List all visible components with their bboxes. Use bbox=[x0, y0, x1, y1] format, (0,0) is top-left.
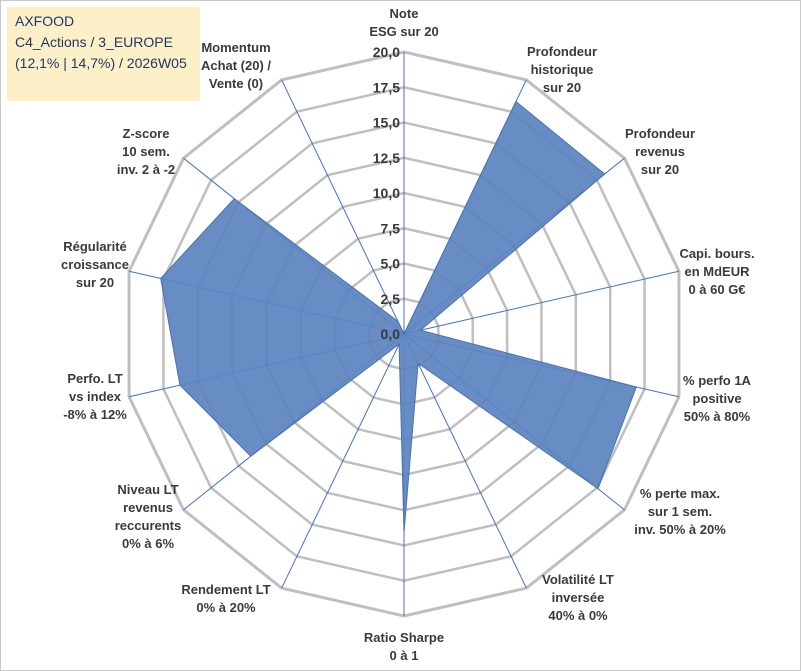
category-label: Perfo. LT vs index -8% à 12% bbox=[63, 371, 127, 422]
category-label-line: 0% à 6% bbox=[122, 536, 174, 551]
category-label-line: Niveau LT bbox=[117, 482, 178, 497]
category-label-line: 0 à 1 bbox=[390, 648, 419, 663]
category-label-line: sur 20 bbox=[641, 162, 679, 177]
category-label-line: 10 sem. bbox=[122, 144, 170, 159]
category-label: % perte max. sur 1 sem. inv. 50% à 20% bbox=[634, 486, 726, 537]
chart-title-box: AXFOOD C4_Actions / 3_EUROPE (12,1% | 14… bbox=[7, 7, 200, 101]
category-label-line: reccurents bbox=[115, 518, 181, 533]
category-label-line: Note bbox=[390, 6, 419, 21]
category-label-line: en MdEUR bbox=[685, 264, 751, 279]
category-label-line: Ratio Sharpe bbox=[364, 630, 444, 645]
category-label-line: inv. 2 à -2 bbox=[117, 162, 175, 177]
category-label-line: Perfo. LT bbox=[67, 371, 122, 386]
category-label-line: sur 1 sem. bbox=[648, 504, 712, 519]
axis-tick-label: 7,5 bbox=[381, 220, 401, 236]
spoke-line bbox=[403, 333, 527, 589]
axis-tick-label: 17,5 bbox=[373, 79, 400, 95]
category-label-line: 0% à 20% bbox=[196, 600, 256, 615]
category-label-line: 50% à 80% bbox=[684, 409, 751, 424]
category-label-line: sur 20 bbox=[543, 80, 581, 95]
category-label-line: -8% à 12% bbox=[63, 407, 127, 422]
category-label-line: Vente (0) bbox=[209, 76, 263, 91]
radar-tick-labels: 0,0 2,5 5,0 7,5 10,0 12,5 15,0 17,5 20,0 bbox=[373, 44, 400, 342]
category-label: Rendement LT 0% à 20% bbox=[181, 582, 270, 615]
category-label-line: inv. 50% à 20% bbox=[634, 522, 726, 537]
axis-tick-label: 2,5 bbox=[381, 291, 401, 307]
category-label: Niveau LT revenus reccurents 0% à 6% bbox=[115, 482, 181, 551]
category-label-line: Profondeur bbox=[527, 44, 597, 59]
category-label-line: positive bbox=[692, 391, 741, 406]
category-label: Régularité croissance sur 20 bbox=[61, 239, 129, 290]
category-label-line: Capi. bours. bbox=[679, 246, 754, 261]
category-label-line: croissance bbox=[61, 257, 129, 272]
spoke-line bbox=[281, 79, 405, 335]
spoke-line bbox=[403, 270, 680, 335]
category-label-line: Achat (20) / bbox=[201, 58, 271, 73]
category-label: Capi. bours. en MdEUR 0 à 60 G€ bbox=[679, 246, 754, 297]
category-label-line: sur 20 bbox=[76, 275, 114, 290]
category-label-line: Momentum bbox=[201, 40, 270, 55]
category-label: Momentum Achat (20) / Vente (0) bbox=[201, 40, 271, 91]
radar-series bbox=[160, 100, 637, 533]
chart-title-perf: (12,1% | 14,7%) / 2026W05 bbox=[15, 55, 187, 71]
axis-tick-label: 15,0 bbox=[373, 115, 400, 131]
category-label-line: vs index bbox=[69, 389, 122, 404]
category-label-line: Volatilité LT bbox=[542, 572, 614, 587]
category-label-line: revenus bbox=[635, 144, 685, 159]
category-label: Ratio Sharpe 0 à 1 bbox=[364, 630, 444, 663]
category-label-line: Rendement LT bbox=[181, 582, 270, 597]
category-label-line: historique bbox=[531, 62, 594, 77]
category-label: Profondeur revenus sur 20 bbox=[625, 126, 695, 177]
category-label-line: 0 à 60 G€ bbox=[688, 282, 745, 297]
category-label-line: Z-score bbox=[123, 126, 170, 141]
category-label-line: % perfo 1A bbox=[683, 373, 752, 388]
category-label-line: revenus bbox=[123, 500, 173, 515]
category-label-line: Profondeur bbox=[625, 126, 695, 141]
axis-tick-label: 20,0 bbox=[373, 44, 400, 60]
axis-tick-label: 10,0 bbox=[373, 185, 400, 201]
chart-title-company: AXFOOD bbox=[15, 13, 75, 29]
axis-tick-label: 5,0 bbox=[381, 256, 401, 272]
radar-category-labels: Note ESG sur 20 Profondeur historique sur 20… bbox=[61, 6, 755, 663]
spoke-line bbox=[281, 333, 405, 589]
category-label-line: inversée bbox=[552, 590, 605, 605]
category-label: Note ESG sur 20 bbox=[369, 6, 438, 39]
axis-tick-label: 0,0 bbox=[381, 326, 401, 342]
category-label: % perfo 1A positive 50% à 80% bbox=[683, 373, 752, 424]
axis-tick-label: 12,5 bbox=[373, 150, 400, 166]
category-label-line: ESG sur 20 bbox=[369, 24, 438, 39]
chart-title-category: C4_Actions / 3_EUROPE bbox=[15, 34, 173, 50]
category-label-line: % perte max. bbox=[640, 486, 720, 501]
category-label-line: 40% à 0% bbox=[548, 608, 608, 623]
category-label: Profondeur historique sur 20 bbox=[527, 44, 597, 95]
category-label-line: Régularité bbox=[63, 239, 127, 254]
category-label: Z-score 10 sem. inv. 2 à -2 bbox=[117, 126, 175, 177]
category-label: Volatilité LT inversée 40% à 0% bbox=[542, 572, 614, 623]
